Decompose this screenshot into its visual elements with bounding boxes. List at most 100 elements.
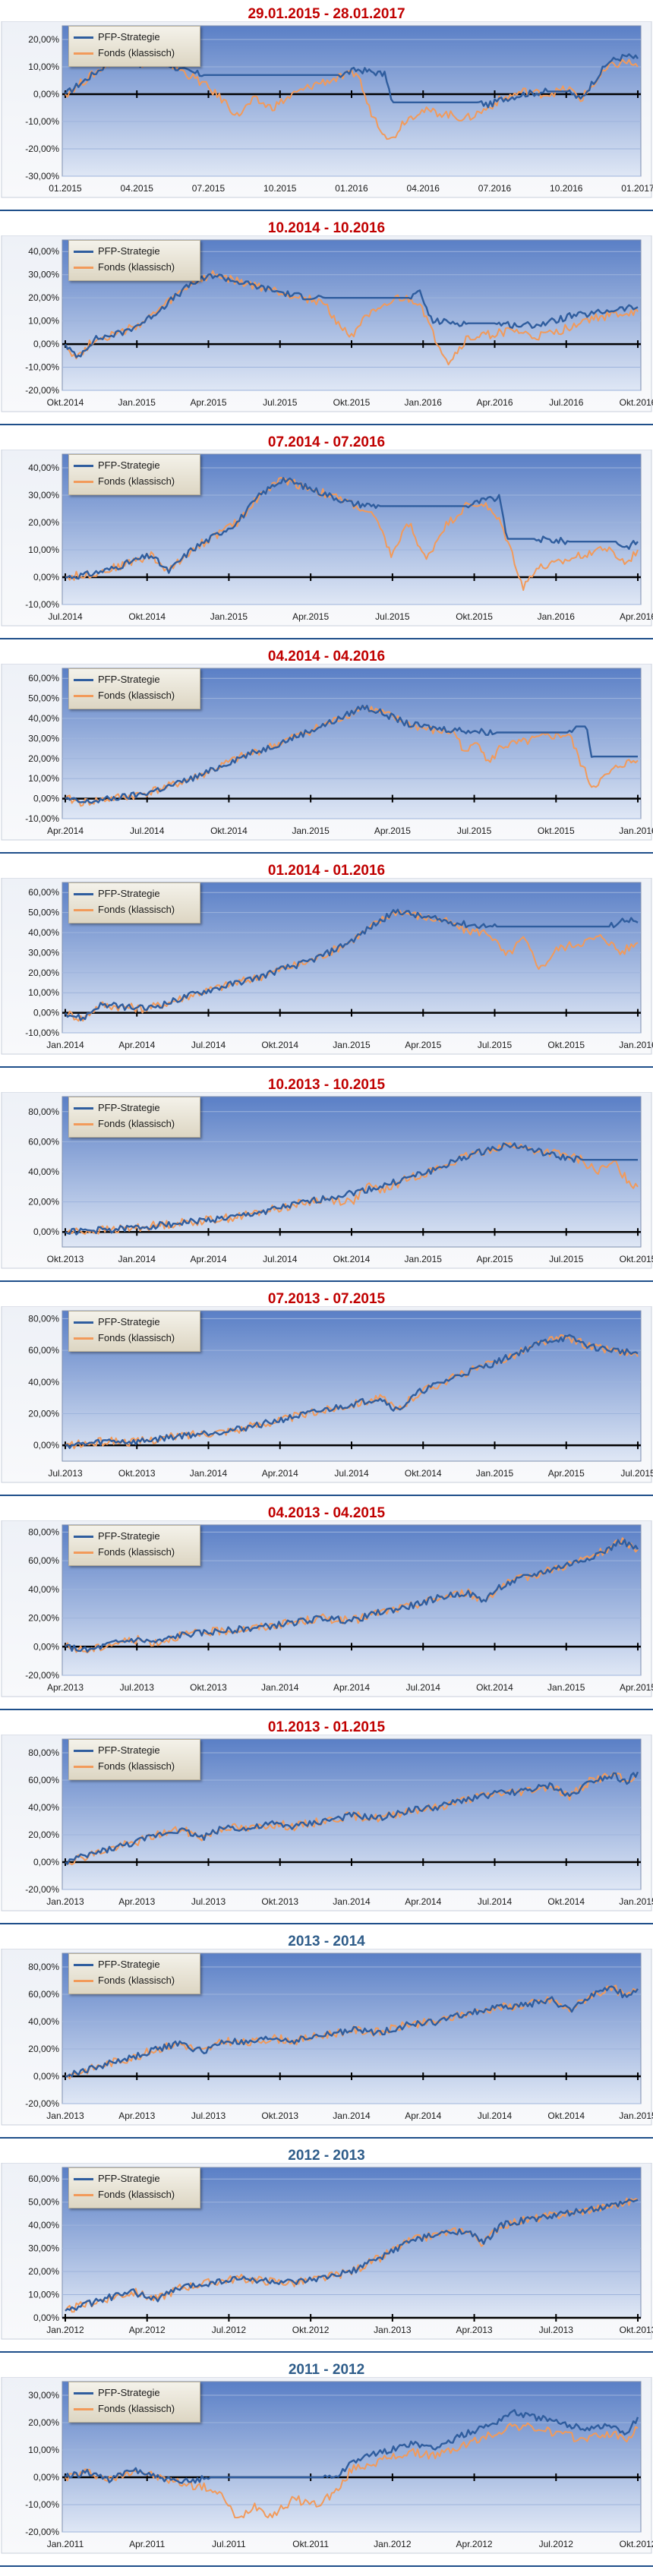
x-tick-label: Apr.2015 [405,1040,441,1050]
legend-label: Fonds (klassisch) [98,2403,175,2414]
y-tick-label: 30,00% [28,2390,59,2401]
legend-swatch [74,2178,93,2181]
panel-divider [0,2565,653,2567]
y-tick-label: 30,00% [28,947,59,958]
legend-item: PFP-Strategie [74,2173,160,2186]
legend-item: PFP-Strategie [74,888,160,901]
chart-svg: -20,00% 0,00% 20,00% 40,00% 60,00% 80,00% Apr.… [1,1520,653,1697]
chart-panel: 07.2014 - 07.2016 -10,00% 0,00% 10,00% 20,00… [0,428,653,642]
legend-item: PFP-Strategie [74,674,160,687]
x-tick-label: Apr.2014 [405,1896,441,1907]
panel-divider [0,210,653,211]
chart-title: 2012 - 2013 [288,2148,365,2164]
x-tick-label: Jul.2016 [549,397,584,408]
chart-panel: 2013 - 2014 -20,00% 0,00% 20,00% 40,00% 60,00… [0,1927,653,2142]
legend-item: PFP-Strategie [74,1530,160,1544]
legend-item: Fonds (klassisch) [74,47,175,61]
y-tick-label: 0,00% [33,2071,59,2082]
x-tick-label: Jul.2013 [191,1896,226,1907]
y-tick-label: 40,00% [28,1584,59,1595]
x-tick-label: Jul.2015 [549,1254,584,1264]
x-tick-label: 10.2016 [550,183,583,194]
series-line-pfp [65,1142,638,1236]
x-tick-label: Jul.2012 [212,2325,247,2335]
x-tick-label: Okt.2015 [456,611,493,622]
legend-label: Fonds (klassisch) [98,47,175,58]
y-tick-label: 10,00% [28,545,59,555]
legend: PFP-Strategie Fonds (klassisch) [68,668,200,709]
x-tick-label: Apr.2015 [548,1468,585,1479]
series-line-pfp [65,1771,639,1865]
legend-label: PFP-Strategie [98,888,160,899]
legend-item: PFP-Strategie [74,1102,160,1116]
x-tick-label: Jan.2015 [405,1254,443,1264]
x-tick-label: Okt.2013 [261,1896,298,1907]
panel-divider [0,1709,653,1710]
legend-item: Fonds (klassisch) [74,1760,175,1774]
x-tick-label: Okt.2014 [405,1468,442,1479]
y-tick-label: -10,00% [25,116,59,127]
x-tick-label: Jan.2016 [538,611,576,622]
legend-label: Fonds (klassisch) [98,2189,175,2200]
x-tick-label: 07.2015 [192,183,226,194]
legend-swatch [74,481,93,484]
x-tick-label: Okt.2014 [128,611,166,622]
y-tick-label: 40,00% [28,713,59,724]
y-tick-label: 20,00% [28,1408,59,1419]
x-tick-label: Okt.2013 [118,1468,156,1479]
x-tick-label: Apr.2014 [333,1682,370,1693]
y-tick-label: -10,00% [25,2499,59,2510]
y-tick-label: 10,00% [28,987,59,998]
y-tick-label: 20,00% [28,2266,59,2277]
y-tick-label: 40,00% [28,2220,59,2230]
chart-title: 07.2014 - 07.2016 [267,434,386,450]
y-tick-label: 50,00% [28,908,59,918]
chart-title: 07.2013 - 07.2015 [267,1291,386,1307]
x-tick-label: Apr.2015 [620,1682,653,1693]
x-tick-label: 04.2016 [407,183,440,194]
chart-title: 10.2014 - 10.2016 [267,220,386,236]
y-tick-label: 80,00% [28,1962,59,1972]
x-tick-label: Jan.2014 [261,1682,299,1693]
y-tick-label: 20,00% [28,1197,59,1208]
legend-swatch [74,2194,93,2197]
x-tick-label: Okt.2014 [47,397,84,408]
legend-label: PFP-Strategie [98,2173,160,2184]
legend: PFP-Strategie Fonds (klassisch) [68,2167,200,2208]
x-tick-label: Jan.2014 [333,2110,371,2121]
x-tick-label: Jan.2014 [190,1468,228,1479]
y-tick-label: 60,00% [28,887,59,898]
y-tick-label: 40,00% [28,1166,59,1177]
chart-svg: -20,00% 0,00% 20,00% 40,00% 60,00% 80,00% Jan.… [1,1735,653,1911]
y-tick-label: -20,00% [25,385,59,396]
y-tick-label: 60,00% [28,1555,59,1566]
legend-label: PFP-Strategie [98,1530,160,1542]
x-tick-label: Okt.2014 [333,1254,371,1264]
x-tick-label: Apr.2014 [405,2110,441,2121]
chart-panel: 07.2013 - 07.2015 0,00% 20,00% 40,00% 60,00%… [0,1285,653,1499]
x-tick-label: Jul.2015 [620,1468,653,1479]
y-tick-label: 30,00% [28,490,59,500]
y-tick-label: -10,00% [25,599,59,610]
chart-title: 04.2013 - 04.2015 [267,1505,386,1521]
legend-item: Fonds (klassisch) [74,1118,175,1132]
y-tick-label: 10,00% [28,773,59,784]
legend-item: Fonds (klassisch) [74,1332,175,1346]
x-tick-label: Jan.2014 [333,1896,371,1907]
x-tick-label: Jul.2015 [457,826,492,836]
y-tick-label: -20,00% [25,1884,59,1895]
x-tick-label: Okt.2015 [538,826,575,836]
x-tick-label: Apr.2013 [456,2325,493,2335]
x-tick-label: Jul.2011 [212,2539,246,2549]
y-tick-label: 60,00% [28,1136,59,1147]
x-tick-label: Jan.2013 [46,2110,84,2121]
x-tick-label: Okt.2016 [620,397,653,408]
series-line-fonds [65,270,639,366]
x-tick-label: Okt.2013 [190,1682,227,1693]
legend-label: Fonds (klassisch) [98,1760,175,1772]
y-tick-label: 40,00% [28,927,59,938]
x-tick-label: Apr.2014 [262,1468,298,1479]
legend-swatch [74,251,93,254]
y-tick-label: 40,00% [28,1377,59,1387]
